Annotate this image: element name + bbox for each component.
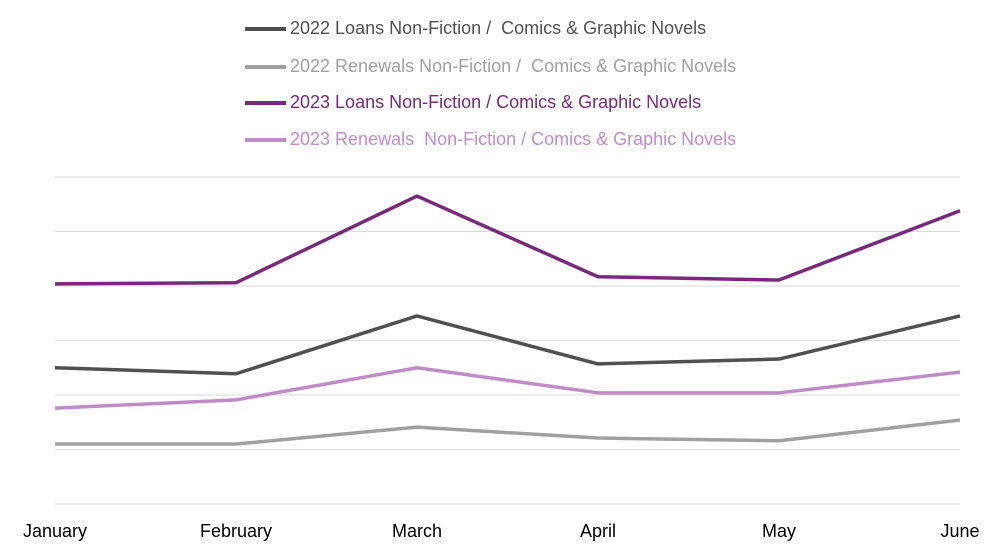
x-tick-label: January bbox=[23, 521, 87, 541]
legend-label: 2023 Renewals Non-Fiction / Comics & Gra… bbox=[290, 129, 736, 149]
x-tick-label: March bbox=[392, 521, 442, 541]
legend-label: 2022 Loans Non-Fiction / Comics & Graphi… bbox=[290, 18, 706, 38]
legend-label: 2022 Renewals Non-Fiction / Comics & Gra… bbox=[290, 56, 736, 76]
series-line bbox=[55, 418, 961, 446]
x-tick-label: May bbox=[762, 521, 796, 541]
series-line bbox=[54, 314, 961, 376]
series-line bbox=[54, 194, 961, 286]
x-tick-label: February bbox=[200, 521, 272, 541]
legend-label: 2023 Loans Non-Fiction / Comics & Graphi… bbox=[290, 92, 701, 112]
series-line bbox=[54, 366, 961, 410]
x-tick-label: April bbox=[580, 521, 616, 541]
x-tick-label: June bbox=[940, 521, 979, 541]
